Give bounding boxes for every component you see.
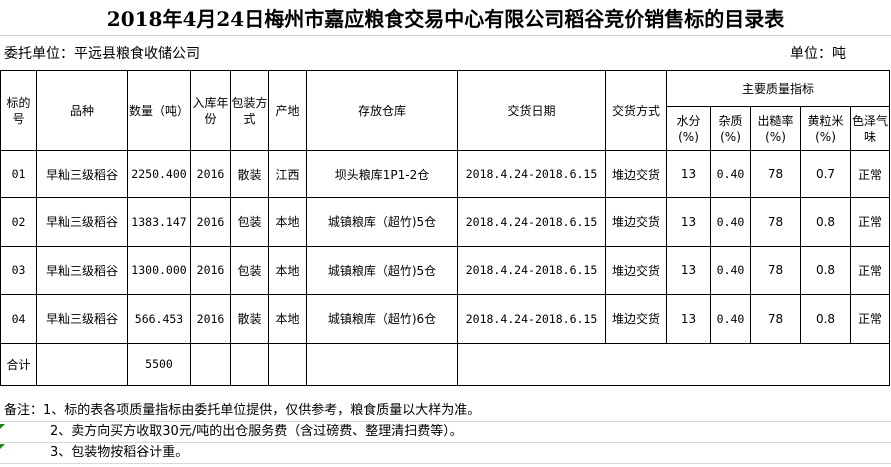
- cell-color: 正常: [850, 197, 890, 247]
- header-origin: 产地: [268, 70, 307, 151]
- note-2: 2、卖方向买方收取30元/吨的出仓服务费（含过磅费、整理清扫费等）。: [0, 422, 891, 443]
- table-row: 03 早籼三级稻谷 1300.000 2016 包装 本地 城镇粮库（超竹)5仓 2018.4…: [0, 245, 890, 295]
- consignor: 委托单位：平远县粮食收储公司: [4, 46, 200, 62]
- cell-variety: 早籼三级稻谷: [36, 197, 128, 247]
- cell-lot: 01: [0, 150, 37, 198]
- header-yield: 出糙率(%): [750, 106, 801, 151]
- cell-pack: 包装: [230, 245, 269, 295]
- comment-marker: [0, 444, 5, 449]
- header-color: 色泽气味: [850, 106, 890, 151]
- cell-warehouse: 坝头粮库1P1-2仓: [306, 150, 458, 198]
- cell-year: 2016: [190, 197, 231, 247]
- cell-yellow: 0.7: [800, 150, 851, 198]
- header-method: 交货方式: [605, 70, 667, 151]
- cell-method: 堆边交货: [605, 294, 667, 344]
- header-quality: 主要质量指标: [666, 70, 890, 107]
- header-yellow: 黄粒米(%): [800, 106, 851, 151]
- cell-year: 2016: [190, 245, 231, 295]
- header-warehouse: 存放仓库: [306, 70, 458, 151]
- cell-yield: 78: [750, 294, 801, 344]
- table-row: 02 早籼三级稻谷 1383.147 2016 包装 本地 城镇粮库（超竹)5仓 2018.4…: [0, 197, 890, 247]
- header-qty: 数量（吨）: [127, 70, 191, 151]
- cell-yield: 78: [750, 197, 801, 247]
- note-3: 3、包装物按稻谷计重。: [0, 443, 891, 464]
- cell-moisture: 13: [666, 294, 711, 344]
- cell-color: 正常: [850, 245, 890, 295]
- cell-year: 2016: [190, 294, 231, 344]
- cell-qty: 1383.147: [127, 197, 191, 247]
- header-date: 交货日期: [457, 70, 606, 151]
- header-pack: 包装方式: [230, 70, 269, 151]
- notes: 备注：1、标的表各项质量指标由委托单位提供，仅供参考，粮食质量以大样为准。 2、…: [0, 385, 891, 464]
- table-row: 04 早籼三级稻谷 566.453 2016 散装 本地 城镇粮库（超竹)6仓 2018.4.…: [0, 294, 890, 344]
- cell-impurity: 0.40: [710, 197, 751, 247]
- cell-origin: 江西: [268, 150, 307, 198]
- cell-moisture: 13: [666, 197, 711, 247]
- total-label: 合计: [0, 342, 37, 386]
- cell-color: 正常: [850, 294, 890, 344]
- cell-yield: 78: [750, 245, 801, 295]
- cell-origin: 本地: [268, 245, 307, 295]
- table-row: 01 早籼三级稻谷 2250.400 2016 散装 江西 坝头粮库1P1-2仓 2018.4…: [0, 150, 890, 198]
- comment-marker: [0, 424, 5, 429]
- total-qty: 5500: [127, 342, 191, 386]
- cell-warehouse: 城镇粮库（超竹)5仓: [306, 197, 458, 247]
- cell-yellow: 0.8: [800, 294, 851, 344]
- cell-date: 2018.4.24-2018.6.15: [457, 245, 606, 295]
- unit: 单位：吨: [790, 46, 846, 62]
- cell-warehouse: 城镇粮库（超竹)5仓: [306, 245, 458, 295]
- cell-origin: 本地: [268, 294, 307, 344]
- catalog-table: 标的号 品种 数量（吨） 入库年份 包装方式 产地 存放仓库 交货日期 交货方式…: [0, 70, 890, 386]
- cell-qty: 1300.000: [127, 245, 191, 295]
- cell-color: 正常: [850, 150, 890, 198]
- cell-pack: 散装: [230, 294, 269, 344]
- cell-lot: 03: [0, 245, 37, 295]
- cell-qty: 566.453: [127, 294, 191, 344]
- cell-variety: 早籼三级稻谷: [36, 245, 128, 295]
- cell-method: 堆边交货: [605, 245, 667, 295]
- cell-year: 2016: [190, 150, 231, 198]
- note-1: 备注：1、标的表各项质量指标由委托单位提供，仅供参考，粮食质量以大样为准。: [0, 401, 891, 422]
- cell-impurity: 0.40: [710, 150, 751, 198]
- cell-moisture: 13: [666, 245, 711, 295]
- cell-date: 2018.4.24-2018.6.15: [457, 150, 606, 198]
- header-impurity: 杂质(%): [710, 106, 751, 151]
- cell-origin: 本地: [268, 197, 307, 247]
- page-title: 2018年4月24日梅州市嘉应粮食交易中心有限公司稻谷竞价销售标的目录表: [0, 0, 891, 36]
- cell-lot: 04: [0, 294, 37, 344]
- cell-date: 2018.4.24-2018.6.15: [457, 294, 606, 344]
- cell-method: 堆边交货: [605, 197, 667, 247]
- header-variety: 品种: [36, 70, 128, 151]
- cell-warehouse: 城镇粮库（超竹)6仓: [306, 294, 458, 344]
- header-year: 入库年份: [190, 70, 231, 151]
- cell-pack: 包装: [230, 197, 269, 247]
- cell-method: 堆边交货: [605, 150, 667, 198]
- cell-lot: 02: [0, 197, 37, 247]
- header-moisture: 水分(%): [666, 106, 711, 151]
- cell-variety: 早籼三级稻谷: [36, 294, 128, 344]
- cell-moisture: 13: [666, 150, 711, 198]
- header-lot: 标的号: [0, 70, 37, 151]
- cell-variety: 早籼三级稻谷: [36, 150, 128, 198]
- cell-yellow: 0.8: [800, 245, 851, 295]
- cell-yellow: 0.8: [800, 197, 851, 247]
- cell-date: 2018.4.24-2018.6.15: [457, 197, 606, 247]
- cell-qty: 2250.400: [127, 150, 191, 198]
- cell-impurity: 0.40: [710, 245, 751, 295]
- cell-pack: 散装: [230, 150, 269, 198]
- cell-impurity: 0.40: [710, 294, 751, 344]
- cell-yield: 78: [750, 150, 801, 198]
